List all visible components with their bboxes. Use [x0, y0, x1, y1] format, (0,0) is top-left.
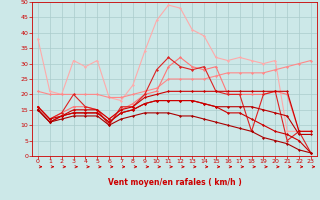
X-axis label: Vent moyen/en rafales ( km/h ): Vent moyen/en rafales ( km/h ) [108, 178, 241, 187]
